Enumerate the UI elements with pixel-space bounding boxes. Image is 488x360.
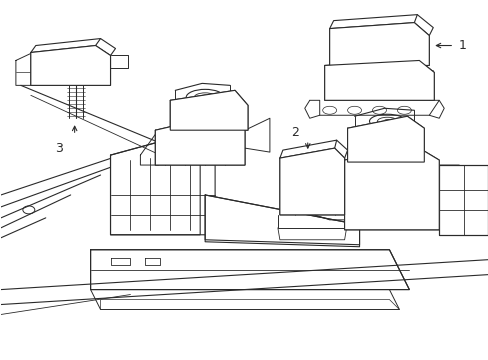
Polygon shape (324, 60, 433, 100)
Polygon shape (438, 165, 487, 235)
Polygon shape (205, 195, 359, 245)
Polygon shape (31, 45, 110, 85)
Text: 1: 1 (457, 39, 465, 52)
Polygon shape (279, 148, 344, 215)
Polygon shape (344, 145, 438, 230)
Polygon shape (110, 140, 200, 235)
Polygon shape (170, 90, 247, 130)
Polygon shape (347, 116, 424, 162)
Polygon shape (90, 250, 408, 289)
Polygon shape (155, 115, 244, 165)
Polygon shape (329, 23, 428, 66)
Text: 3: 3 (55, 141, 62, 155)
Text: 2: 2 (290, 126, 298, 139)
